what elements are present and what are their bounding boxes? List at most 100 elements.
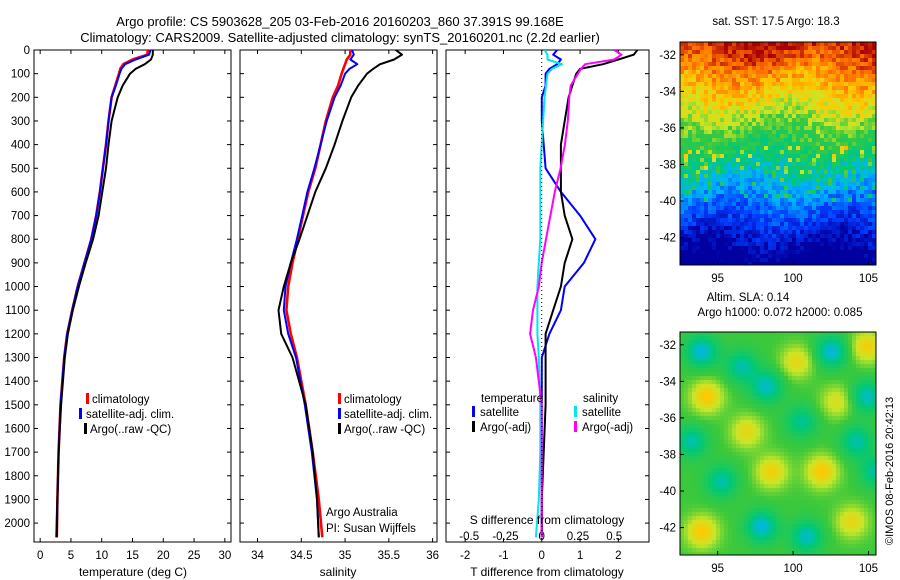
sla-cell: [740, 452, 744, 456]
sla-cell: [760, 480, 764, 484]
sla-cell: [700, 340, 704, 344]
sla-cell: [744, 456, 748, 460]
sst-cell: [684, 126, 688, 130]
sst-cell: [852, 50, 856, 54]
sla-cell: [844, 376, 848, 380]
sla-cell: [708, 440, 712, 444]
sla-cell: [760, 420, 764, 424]
sla-cell: [848, 376, 852, 380]
sst-cell: [708, 58, 712, 62]
x-tick-label: -1: [498, 550, 508, 562]
sst-cell: [696, 74, 700, 78]
sst-cell: [756, 170, 760, 174]
sst-cell: [748, 186, 752, 190]
sst-cell: [692, 222, 696, 226]
sst-cell: [832, 262, 836, 265]
sst-cell: [788, 190, 792, 194]
sla-cell: [860, 460, 864, 464]
sla-cell: [700, 440, 704, 444]
sla-cell: [808, 460, 812, 464]
sst-cell: [712, 98, 716, 102]
sst-cell: [776, 62, 780, 66]
sst-cell: [788, 82, 792, 86]
sla-cell: [692, 436, 696, 440]
sst-cell: [728, 162, 732, 166]
sst-cell: [692, 166, 696, 170]
sla-cell: [688, 368, 692, 372]
sla-cell: [860, 464, 864, 468]
sla-cell: [872, 392, 876, 396]
sla-cell: [680, 404, 684, 408]
sst-cell: [792, 82, 796, 86]
sla-cell: [720, 408, 724, 412]
sla-cell: [744, 404, 748, 408]
sla-cell: [832, 344, 836, 348]
sst-cell: [688, 78, 692, 82]
sst-cell: [796, 106, 800, 110]
sst-cell: [804, 74, 808, 78]
sst-cell: [752, 86, 756, 90]
sla-cell: [860, 380, 864, 384]
sla-cell: [788, 408, 792, 412]
sst-cell: [840, 86, 844, 90]
sst-cell: [868, 98, 872, 102]
sla-cell: [736, 476, 740, 480]
sst-cell: [732, 210, 736, 214]
sla-cell: [748, 424, 752, 428]
institution-annotation: Argo Australia: [326, 507, 398, 519]
sla-cell: [856, 484, 860, 488]
sst-cell: [780, 54, 784, 58]
sst-cell: [760, 158, 764, 162]
sla-cell: [752, 412, 756, 416]
sla-cell: [744, 444, 748, 448]
sla-cell: [748, 436, 752, 440]
sst-cell: [820, 154, 824, 158]
sst-cell: [720, 190, 724, 194]
sla-cell: [804, 376, 808, 380]
sst-cell: [728, 186, 732, 190]
sla-cell: [776, 372, 780, 376]
sst-cell: [760, 258, 764, 262]
sst-cell: [716, 254, 720, 258]
sst-cell: [748, 202, 752, 206]
sst-cell: [776, 78, 780, 82]
sst-cell: [812, 154, 816, 158]
sst-cell: [688, 122, 692, 126]
sst-cell: [852, 58, 856, 62]
sst-cell: [848, 178, 852, 182]
sla-cell: [684, 348, 688, 352]
sst-cell: [824, 154, 828, 158]
sst-cell: [732, 186, 736, 190]
sst-cell: [700, 62, 704, 66]
sst-cell: [832, 62, 836, 66]
sla-cell: [692, 420, 696, 424]
sla-cell: [724, 468, 728, 472]
sla-cell: [756, 384, 760, 388]
sst-cell: [684, 86, 688, 90]
sla-cell: [812, 336, 816, 340]
sla-cell: [688, 472, 692, 476]
sst-cell: [708, 50, 712, 54]
sla-cell: [776, 420, 780, 424]
sst-cell: [840, 150, 844, 154]
sla-cell: [700, 356, 704, 360]
x-tick-label: 10: [95, 550, 108, 562]
sla-cell: [748, 368, 752, 372]
sla-cell: [772, 472, 776, 476]
sst-cell: [768, 258, 772, 262]
sla-cell: [704, 476, 708, 480]
sla-cell: [692, 484, 696, 488]
sla-cell: [780, 468, 784, 472]
sla-cell: [840, 392, 844, 396]
sla-cell: [728, 436, 732, 440]
sla-cell: [784, 384, 788, 388]
sla-cell: [820, 476, 824, 480]
sla-cell: [752, 384, 756, 388]
sst-cell: [740, 254, 744, 258]
sst-cell: [712, 174, 716, 178]
sla-cell: [752, 376, 756, 380]
sla-cell: [824, 384, 828, 388]
sla-cell: [736, 392, 740, 396]
sst-cell: [684, 54, 688, 58]
sla-cell: [736, 452, 740, 456]
